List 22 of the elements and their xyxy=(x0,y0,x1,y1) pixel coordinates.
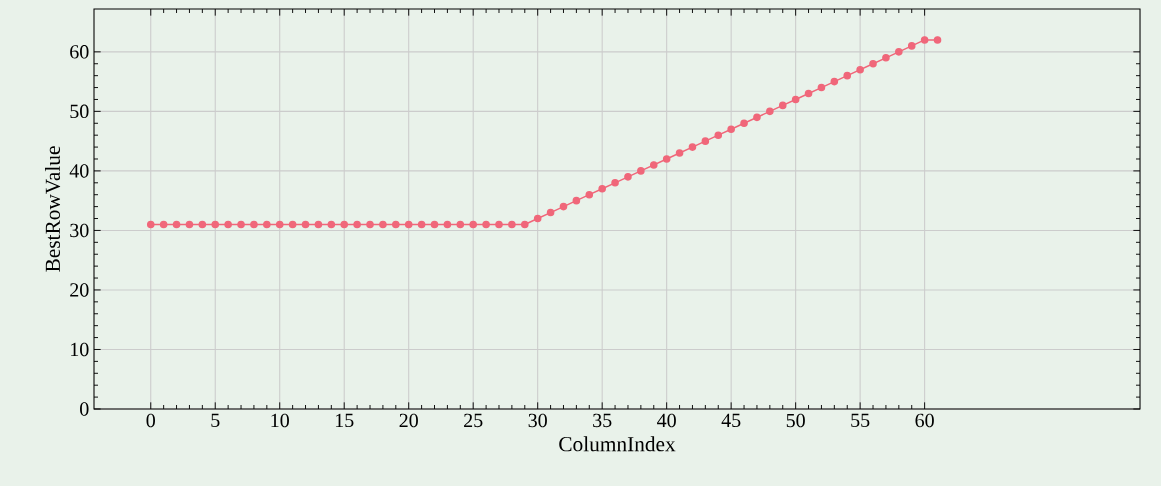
x-tick-label: 50 xyxy=(786,413,805,428)
y-tick-label: 30 xyxy=(70,223,89,238)
y-tick-label: 50 xyxy=(70,104,89,119)
y-tick-label: 60 xyxy=(70,45,89,59)
x-axis-title: ColumnIndex xyxy=(559,436,676,452)
y-tick-label: 20 xyxy=(70,283,89,297)
y-tick-label: 40 xyxy=(69,164,89,178)
x-tick-label: 20 xyxy=(399,413,418,428)
x-tick-label: 35 xyxy=(593,413,612,428)
x-tick-label: 0 xyxy=(146,413,155,428)
x-tick-label: 15 xyxy=(335,413,354,428)
x-tick-label: 45 xyxy=(721,413,741,428)
x-tick-label: 40 xyxy=(657,413,676,428)
x-tick-label: 5 xyxy=(211,413,220,427)
y-tick-label: 10 xyxy=(71,342,89,357)
y-axis-title: BestRowValue xyxy=(45,146,61,272)
y-tick-label: 0 xyxy=(80,402,89,416)
x-tick-label: 30 xyxy=(528,413,547,428)
x-tick-label: 25 xyxy=(464,413,483,428)
x-tick-label: 55 xyxy=(851,413,870,427)
x-tick-label: 10 xyxy=(271,413,289,428)
x-tick-label: 60 xyxy=(915,413,934,428)
